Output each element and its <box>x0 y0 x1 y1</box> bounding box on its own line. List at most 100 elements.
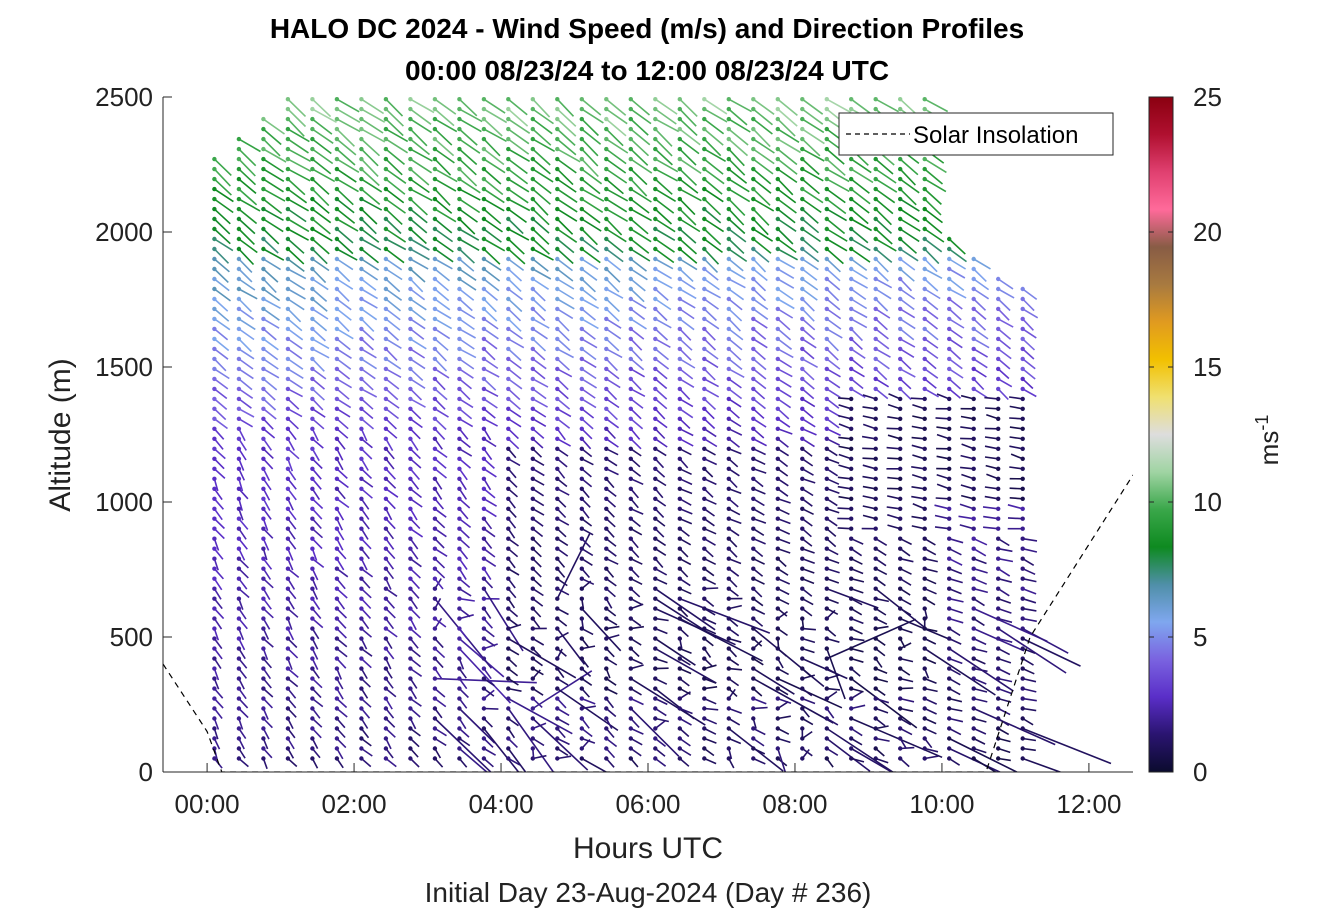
wind-arrow-head <box>604 126 609 132</box>
wind-arrow-head <box>212 336 217 342</box>
wind-arrow <box>703 268 719 281</box>
wind-arrow <box>336 418 349 430</box>
wind-arrow-head <box>310 166 315 172</box>
wind-arrow <box>875 228 893 245</box>
wind-arrow-head <box>971 476 976 481</box>
wind-arrow-head <box>653 706 658 711</box>
wind-arrow-head <box>628 136 633 142</box>
wind-arrow-head <box>628 596 633 601</box>
wind-arrow-head <box>212 586 217 591</box>
wind-arrow-head <box>310 456 315 461</box>
colorbar-tick-label: 20 <box>1193 217 1222 247</box>
wind-arrow <box>360 288 379 300</box>
wind-arrow-head <box>849 426 854 431</box>
wind-arrow <box>287 158 312 173</box>
wind-arrow-head <box>726 526 731 531</box>
wind-arrow <box>409 498 423 508</box>
wind-arrow <box>899 178 920 194</box>
wind-arrow-head <box>359 316 364 322</box>
wind-arrow-head <box>922 156 927 162</box>
wind-arrow <box>801 308 815 322</box>
wind-arrow <box>924 755 939 760</box>
wind-arrow-head <box>922 526 927 531</box>
wind-arrow <box>434 448 448 459</box>
wind-arrow <box>1022 348 1035 360</box>
wind-arrow-head <box>775 706 780 711</box>
wind-arrow-head <box>506 97 511 102</box>
wind-arrow-head <box>530 516 535 521</box>
wind-arrow-head <box>726 686 731 691</box>
wind-arrow-head <box>800 266 805 272</box>
wind-arrow-head <box>481 566 487 571</box>
wind-arrow <box>630 208 652 222</box>
wind-arrow-head <box>261 356 266 362</box>
wind-arrow-head <box>261 566 266 571</box>
wind-arrow <box>630 228 652 243</box>
wind-arrow-head <box>849 456 854 461</box>
wind-arrow <box>862 423 876 430</box>
wind-arrow <box>654 438 668 448</box>
wind-arrow-head <box>285 666 291 671</box>
wind-arrow <box>924 208 943 224</box>
wind-arrow-head <box>800 346 805 352</box>
wind-arrow-head <box>310 446 315 451</box>
wind-arrow <box>899 248 919 262</box>
wind-arrow <box>532 118 553 135</box>
wind-arrow <box>1009 466 1023 470</box>
wind-arrow-head <box>628 396 633 402</box>
wind-arrow <box>960 484 974 490</box>
wind-arrow <box>703 188 724 203</box>
wind-arrow-head <box>653 696 658 701</box>
wind-arrow-head <box>408 146 413 152</box>
wind-arrow-head <box>849 206 854 212</box>
wind-arrow <box>262 128 282 146</box>
wind-arrow <box>483 438 497 448</box>
wind-arrow-head <box>726 436 731 441</box>
wind-arrow-head <box>653 356 658 362</box>
wind-arrow <box>679 298 696 309</box>
wind-arrow-head <box>824 476 829 481</box>
wind-arrow <box>458 428 469 440</box>
wind-arrow-head <box>285 456 291 461</box>
wind-arrow-head <box>971 696 976 701</box>
wind-arrow-head <box>922 546 927 551</box>
wind-arrow <box>605 188 629 202</box>
wind-arrow <box>483 689 495 700</box>
wind-arrow <box>998 557 1014 563</box>
wind-arrow-head <box>481 526 487 531</box>
wind-arrow-head <box>922 696 927 701</box>
wind-arrow <box>924 238 943 253</box>
wind-arrow-head <box>506 316 511 322</box>
wind-arrow-head <box>334 616 340 621</box>
wind-arrow-head <box>408 456 413 461</box>
wind-arrow <box>434 697 447 708</box>
wind-arrow <box>703 328 716 341</box>
wind-arrow <box>924 288 941 300</box>
wind-arrow-head <box>481 676 487 681</box>
wind-arrow-head <box>530 126 535 132</box>
wind-arrow-head <box>996 716 1001 721</box>
wind-arrow-head <box>579 396 584 402</box>
wind-arrow-head <box>408 266 413 272</box>
wind-arrow-head <box>702 376 707 382</box>
wind-arrow-head <box>775 106 780 112</box>
wind-arrow <box>336 707 348 718</box>
wind-arrow <box>483 458 495 469</box>
wind-arrow-head <box>849 616 854 621</box>
wind-arrow-head <box>481 636 487 641</box>
wind-arrow-head <box>628 286 633 292</box>
wind-arrow <box>434 348 447 362</box>
wind-arrow-head <box>212 716 217 721</box>
wind-arrow <box>703 438 718 448</box>
wind-arrow-head <box>457 726 462 731</box>
wind-arrow-head <box>751 226 756 232</box>
wind-arrow-head <box>481 586 487 591</box>
wind-arrow-head <box>261 746 266 751</box>
wind-arrow <box>801 218 820 234</box>
wind-arrow-head <box>898 706 903 711</box>
wind-arrow-head <box>947 516 952 521</box>
wind-arrow-head <box>824 576 829 581</box>
wind-arrow-head <box>800 596 805 601</box>
wind-arrow-head <box>579 546 584 551</box>
wind-arrow-head <box>726 136 731 142</box>
